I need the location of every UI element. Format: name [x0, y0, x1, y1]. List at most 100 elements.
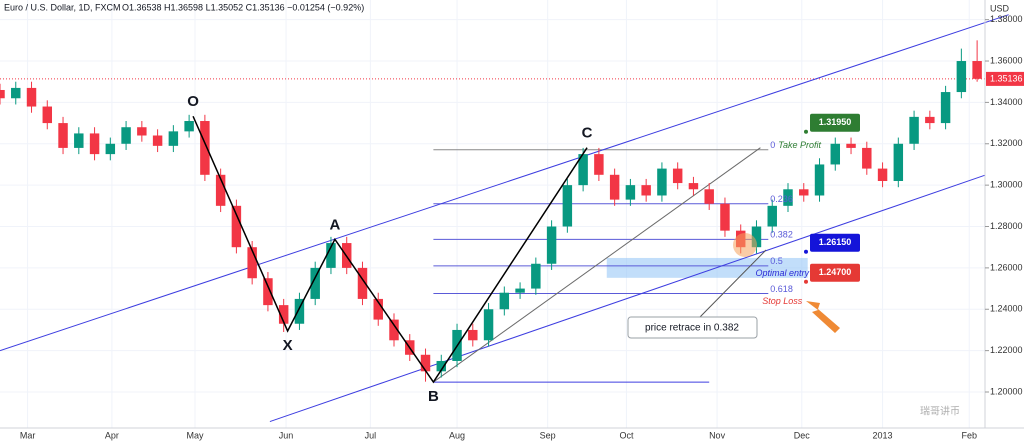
candle-body	[357, 267, 368, 299]
x-tick-label: Sep	[540, 430, 556, 440]
candle-body	[641, 185, 651, 196]
candle-body	[783, 189, 793, 206]
y-tick-label: 1.20000	[990, 386, 1023, 396]
candle-body	[814, 164, 825, 196]
last-price-label: 1.35136	[990, 73, 1023, 83]
candle-body	[468, 329, 478, 341]
pattern-line	[192, 115, 588, 384]
y-tick-label: 1.24000	[990, 304, 1023, 314]
candle-body	[483, 309, 494, 341]
candle-body	[862, 147, 872, 169]
pattern-point-label: O	[187, 93, 199, 110]
candle-body	[972, 61, 982, 79]
x-tick-label: Oct	[619, 430, 634, 440]
pattern-point-label: A	[329, 216, 340, 233]
fib-name: Optimal entry	[756, 268, 810, 278]
y-tick-label: 1.34000	[990, 97, 1023, 107]
candle-body	[893, 143, 904, 182]
trendline	[0, 14, 1009, 352]
y-tick-label: 1.36000	[990, 55, 1023, 65]
candle-body	[940, 92, 951, 124]
candle-body	[546, 226, 557, 264]
callout-pointer	[699, 249, 767, 318]
x-tick-label: Mar	[20, 430, 36, 440]
price-tag-anchor	[803, 248, 809, 255]
candle-body	[58, 123, 68, 148]
candle-body	[688, 183, 699, 190]
price-tag-anchor	[803, 278, 809, 285]
x-tick-label: Jul	[365, 430, 377, 440]
fib-name: Take Profit	[778, 140, 821, 150]
callout-text: price retrace in 0.382	[645, 323, 739, 334]
candle-body	[799, 189, 809, 196]
candle-body	[767, 205, 777, 227]
candle-body	[751, 226, 762, 248]
x-tick-label: Apr	[105, 430, 119, 440]
candle-body	[877, 168, 888, 182]
candle-body	[909, 116, 919, 144]
x-tick-label: May	[187, 430, 205, 440]
highlight	[733, 233, 757, 257]
price-tag	[810, 233, 860, 252]
price-tag-label: 1.24700	[819, 267, 852, 277]
y-tick-label: 1.26000	[990, 262, 1023, 272]
candle-body	[609, 174, 620, 200]
ohlc-readout: O1.36538 H1.36598 L1.35052 C1.35136 −0.0…	[122, 2, 364, 12]
candle-body	[42, 106, 53, 124]
pattern-point-label: B	[428, 388, 439, 405]
candle-body	[89, 133, 100, 155]
candle-body	[215, 174, 226, 206]
y-tick-label: 1.28000	[990, 221, 1023, 231]
fib-name: Stop Loss	[762, 296, 803, 306]
chart-title: Euro / U.S. Dollar, 1D, FXCM	[4, 2, 121, 12]
candle-body	[925, 116, 935, 124]
candle-body	[168, 131, 179, 146]
candle-body	[672, 168, 683, 184]
candle-body	[26, 87, 37, 107]
callout-box	[627, 316, 758, 339]
candle-body	[121, 127, 131, 144]
price-tag	[810, 113, 860, 132]
candle-body	[11, 87, 21, 99]
candle-body	[515, 288, 525, 293]
candle-body	[420, 354, 431, 372]
candle-body	[625, 185, 636, 200]
candle-body	[74, 133, 84, 148]
candle-body	[105, 143, 116, 155]
candle-body	[389, 319, 399, 341]
candle-body	[263, 278, 273, 306]
candle-body	[200, 121, 210, 175]
price-tag	[810, 263, 860, 282]
candle-body	[657, 168, 667, 196]
y-tick-label: 1.38000	[990, 14, 1023, 24]
fib-ratio: 0.382	[770, 230, 793, 240]
candle-body	[294, 298, 305, 324]
candle-body	[0, 89, 5, 99]
price-tag-label: 1.31950	[819, 117, 852, 127]
x-tick-label: Jun	[279, 430, 294, 440]
y-axis-label: USD	[990, 3, 1010, 13]
candle-body	[846, 143, 856, 148]
candle-body	[184, 121, 194, 132]
fib-ratio: 0.5	[770, 256, 783, 266]
candle-body	[704, 189, 714, 204]
arrow	[806, 301, 840, 333]
candle-body	[326, 243, 336, 268]
x-tick-label: Dec	[794, 430, 811, 440]
entry-zone	[606, 257, 808, 278]
candle-body	[499, 292, 510, 310]
candle-body	[720, 203, 730, 231]
candle-body	[578, 154, 588, 186]
plot-area	[0, 0, 1009, 428]
candle-body	[231, 205, 242, 248]
fib-ratio: 0.618	[770, 284, 793, 294]
candle-body	[830, 143, 841, 165]
candle-body	[531, 263, 541, 289]
watermark: 瑞哥讲币	[920, 405, 960, 418]
trendline	[433, 147, 761, 383]
candle-body	[247, 247, 257, 279]
candle-body	[436, 360, 447, 372]
last-price-tag	[986, 71, 1024, 86]
fib-ratio: 0.236	[770, 194, 793, 204]
